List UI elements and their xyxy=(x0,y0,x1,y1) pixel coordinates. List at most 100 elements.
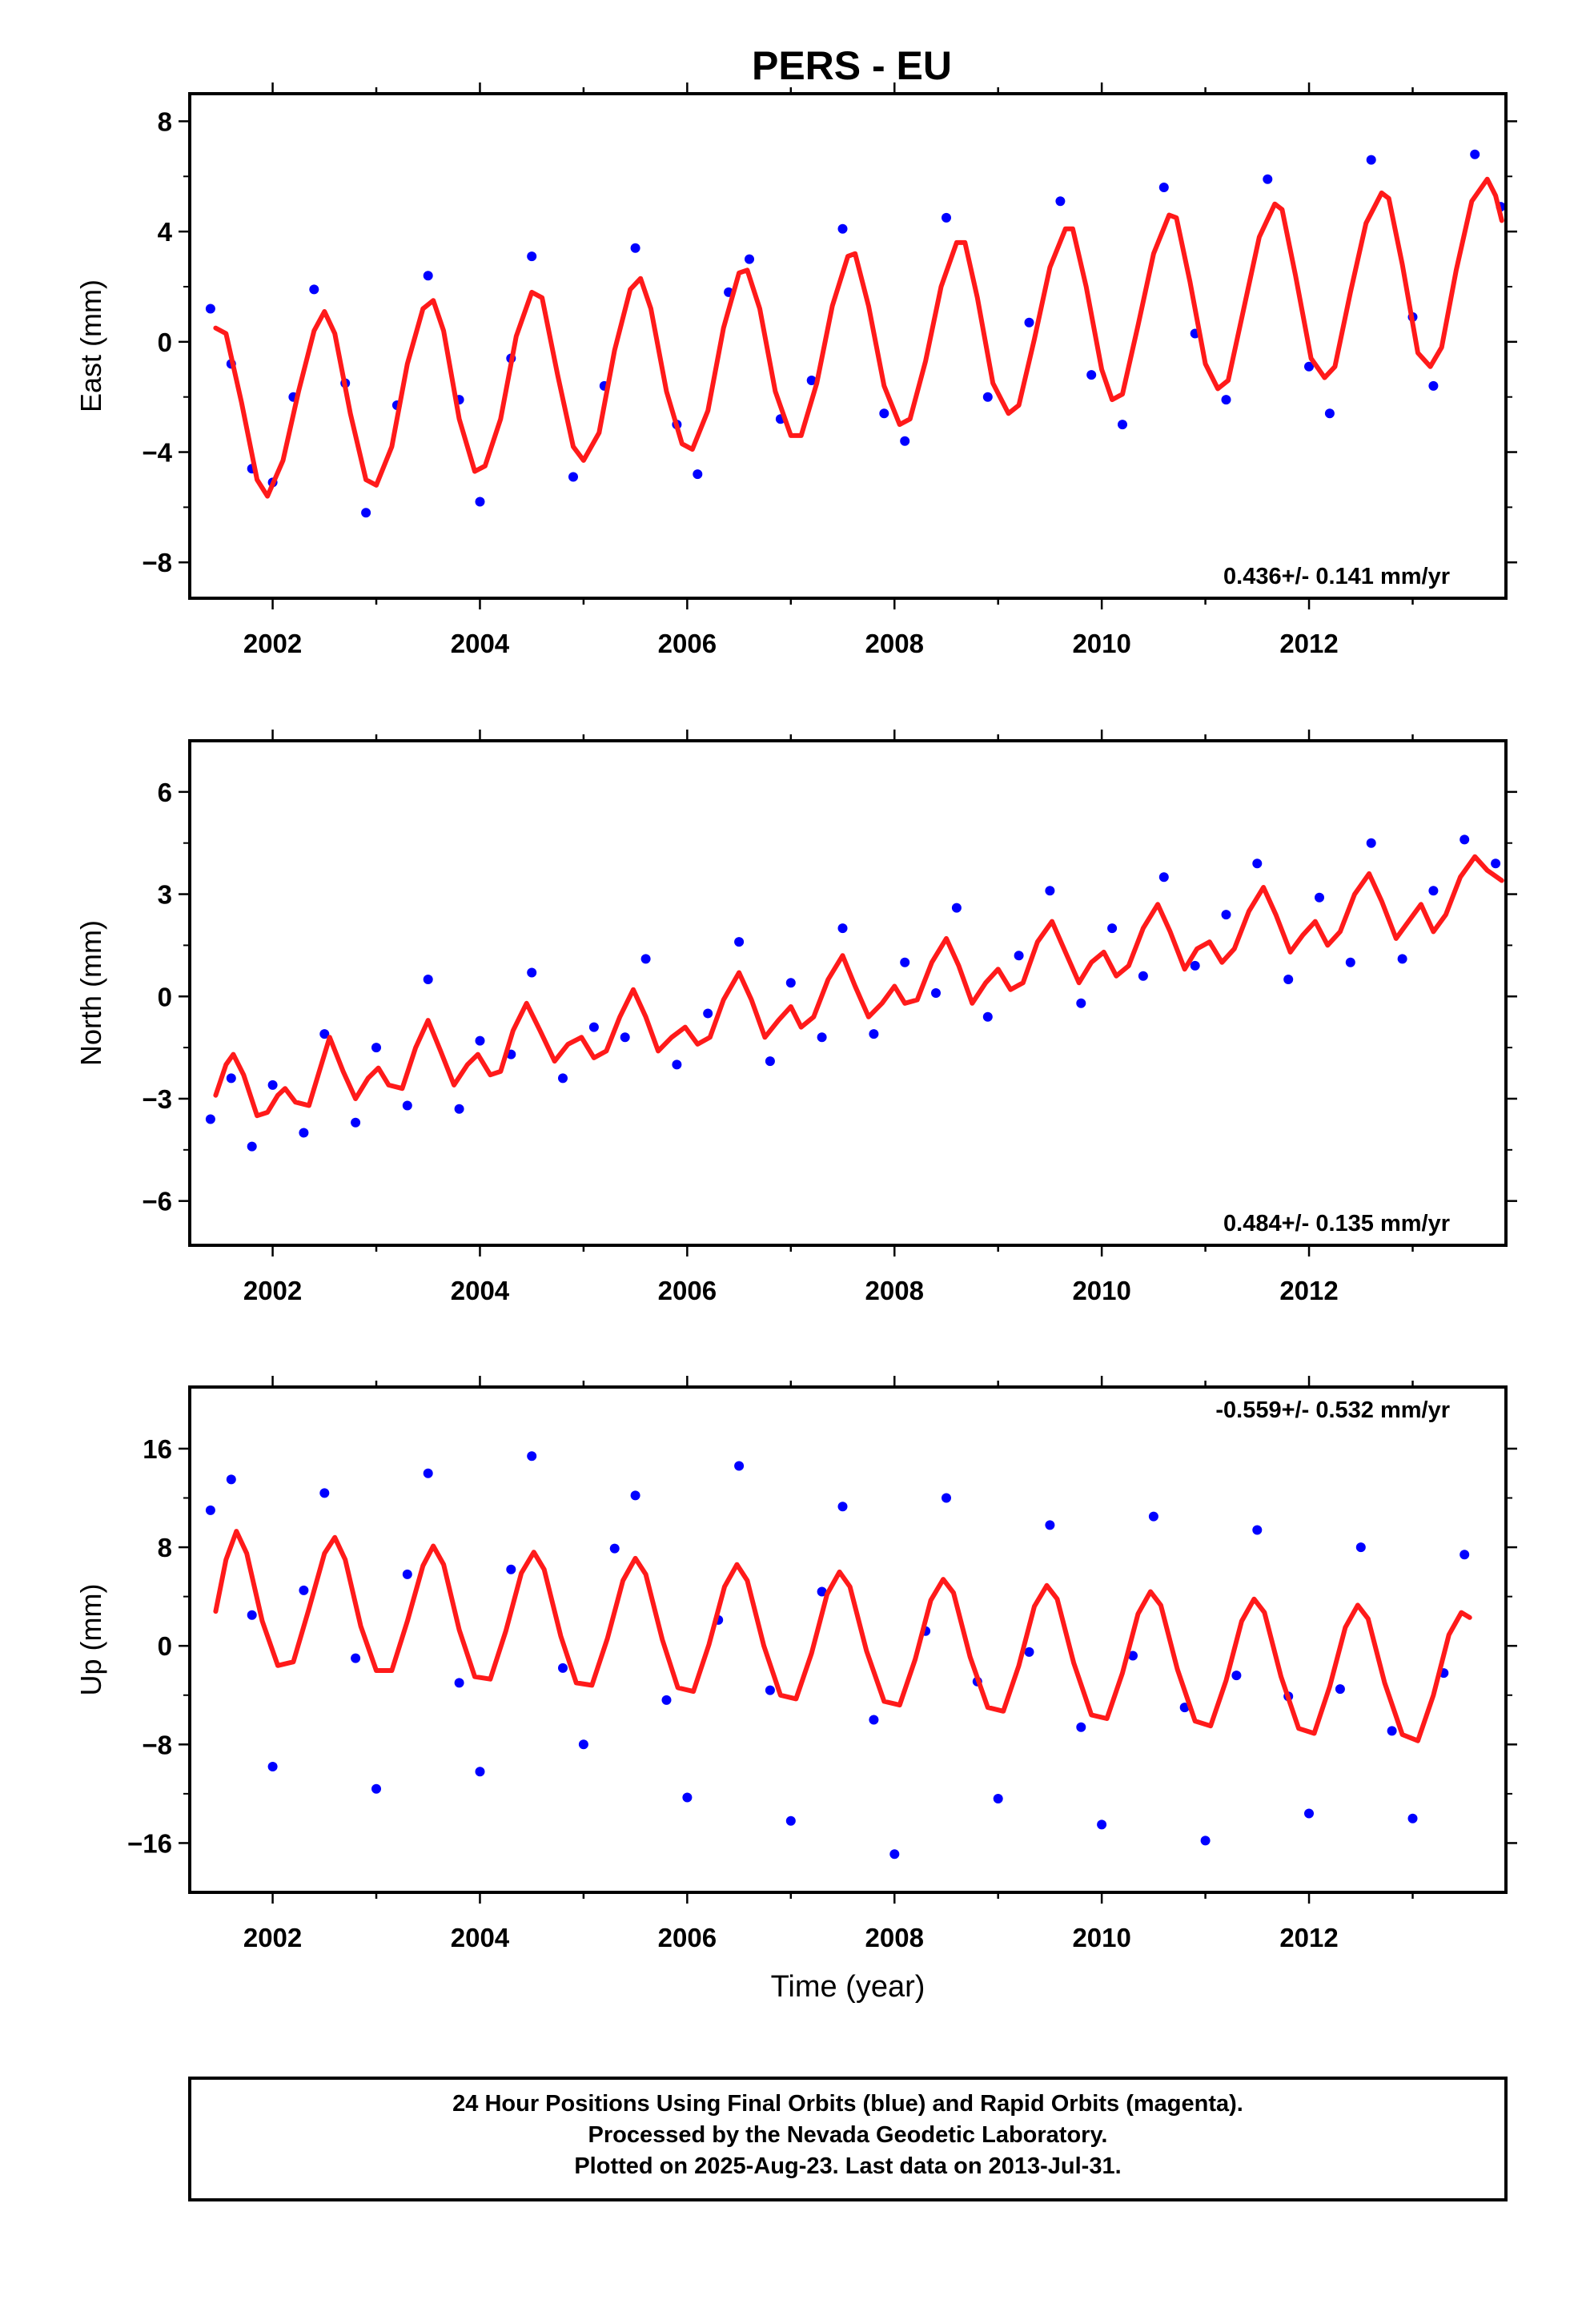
east-point xyxy=(1366,155,1376,165)
north-plot-frame xyxy=(188,739,1508,1247)
north-point xyxy=(1014,951,1024,961)
up-ytick-label: −8 xyxy=(142,1730,172,1759)
east-point xyxy=(475,497,485,507)
up-point xyxy=(299,1585,309,1595)
up-xlabel: Time (year) xyxy=(771,1970,926,2004)
up-point xyxy=(423,1468,433,1478)
up-xtick-label: 2012 xyxy=(1279,1923,1338,1952)
up-point xyxy=(1076,1722,1086,1732)
east-point xyxy=(1221,395,1231,405)
east-rate-label: 0.436+/- 0.141 mm/yr xyxy=(1223,564,1450,589)
north-point xyxy=(423,975,433,984)
east-ytick-label: 4 xyxy=(158,217,173,247)
up-point xyxy=(1387,1726,1397,1736)
east-point xyxy=(309,284,319,295)
north-point xyxy=(734,937,745,947)
east-ylabel: East (mm) xyxy=(74,279,107,412)
up-rate-label: -0.559+/- 0.532 mm/yr xyxy=(1215,1397,1450,1423)
up-point xyxy=(609,1543,620,1554)
east-point xyxy=(1470,149,1480,159)
east-point xyxy=(1055,196,1066,207)
footer-line-3: Plotted on 2025-Aug-23. Last data on 201… xyxy=(574,2153,1121,2179)
north-point xyxy=(672,1059,682,1070)
east-point xyxy=(806,376,817,385)
east-ytick-label: −4 xyxy=(142,438,172,468)
north-point xyxy=(640,954,651,964)
up-point xyxy=(1460,1550,1470,1560)
north-point xyxy=(837,923,848,934)
north-point xyxy=(588,1022,599,1032)
up-point xyxy=(226,1474,236,1485)
north-ytick-label: −6 xyxy=(142,1187,172,1216)
north-panel: −6 −3 0 3 6 2002 2004 2006 2008 2010 2012 North (mm… xyxy=(74,730,1517,1305)
up-point xyxy=(993,1794,1003,1803)
up-point xyxy=(1024,1647,1034,1657)
north-ytick-label: −3 xyxy=(142,1084,172,1114)
north-point xyxy=(299,1128,309,1138)
east-point xyxy=(630,243,640,253)
footer-line-1: 24 Hour Positions Using Final Orbits (bl… xyxy=(452,2091,1243,2117)
north-point xyxy=(1190,960,1200,971)
up-point xyxy=(765,1685,775,1695)
up-point xyxy=(889,1849,900,1860)
east-xtick-label: 2010 xyxy=(1072,629,1130,658)
up-point xyxy=(837,1502,848,1512)
north-point xyxy=(1491,858,1501,869)
east-point xyxy=(568,472,578,482)
north-point xyxy=(319,1029,330,1039)
up-point xyxy=(1231,1671,1242,1681)
up-point xyxy=(1200,1835,1211,1846)
east-point xyxy=(1086,370,1097,380)
north-point xyxy=(1366,838,1376,848)
up-point xyxy=(1148,1511,1158,1522)
east-xtick-label: 2002 xyxy=(243,629,302,658)
up-point xyxy=(661,1695,672,1705)
north-point xyxy=(267,1080,278,1090)
north-point xyxy=(247,1141,257,1152)
up-ytick-label: 16 xyxy=(143,1434,172,1464)
east-point xyxy=(1324,408,1335,419)
east-xtick-label: 2004 xyxy=(451,629,510,658)
north-point xyxy=(900,957,910,967)
up-ylabel: Up (mm) xyxy=(74,1584,107,1696)
north-point xyxy=(1397,954,1407,964)
up-point xyxy=(1045,1520,1055,1530)
up-point xyxy=(817,1586,827,1597)
up-xtick-label: 2010 xyxy=(1072,1923,1130,1952)
up-point xyxy=(1304,1808,1314,1819)
north-point xyxy=(1045,886,1055,896)
east-model-curve xyxy=(213,176,1504,499)
north-model-curve xyxy=(213,854,1504,1119)
up-point xyxy=(319,1488,330,1498)
north-point xyxy=(951,903,962,913)
up-xtick-label: 2006 xyxy=(658,1923,717,1952)
north-point xyxy=(475,1035,485,1046)
north-point xyxy=(1315,892,1324,903)
north-point xyxy=(371,1043,381,1053)
east-point xyxy=(982,392,993,402)
north-point xyxy=(351,1117,361,1128)
north-point xyxy=(620,1032,630,1043)
east-ytick-label: 0 xyxy=(158,328,172,357)
up-point xyxy=(630,1490,640,1501)
up-point xyxy=(527,1451,537,1462)
up-point xyxy=(247,1610,257,1620)
up-xtick-label: 2004 xyxy=(451,1923,510,1952)
north-point xyxy=(226,1073,236,1084)
north-point xyxy=(1252,858,1263,869)
up-xtick-label: 2002 xyxy=(243,1923,302,1952)
up-point xyxy=(1335,1684,1345,1695)
north-point xyxy=(703,1008,713,1019)
north-point xyxy=(765,1056,775,1067)
north-rate-label: 0.484+/- 0.135 mm/yr xyxy=(1223,1211,1450,1236)
east-xtick-label: 2008 xyxy=(865,629,924,658)
east-point xyxy=(745,254,754,264)
up-panel: −16 −8 0 8 16 2002 2004 2006 2008 2010 2012 Up (mm)… xyxy=(74,1376,1517,2004)
north-point xyxy=(205,1114,215,1124)
up-point xyxy=(205,1505,215,1515)
up-ytick-label: 8 xyxy=(158,1533,172,1562)
up-point xyxy=(1252,1525,1263,1535)
north-point xyxy=(1138,971,1148,981)
north-point xyxy=(785,978,796,988)
north-ylabel: North (mm) xyxy=(74,920,107,1066)
